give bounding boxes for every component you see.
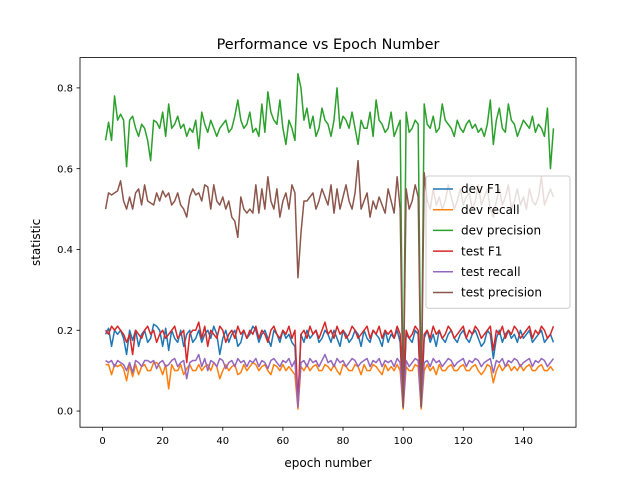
y-tick-label: 0.8 [57,83,73,94]
x-tick-label: 40 [216,436,229,447]
y-tick-label: 0.4 [57,245,73,256]
x-axis-label: epoch number [284,456,371,470]
y-tick-label: 0.0 [57,407,73,418]
chart-title: Performance vs Epoch Number [217,37,440,53]
x-tick-label: 0 [99,436,105,447]
legend-label: test precision [461,286,542,300]
y-tick-label: 0.2 [57,326,73,337]
legend-label: test F1 [461,244,502,258]
plot-frame [79,57,577,428]
legend-box [425,175,571,309]
x-tick-label: 140 [514,436,533,447]
x-tick-label: 80 [337,436,350,447]
legend: dev F1 dev recall dev precision test F1 test… [425,175,571,309]
y-axis-label: statistic [29,219,43,266]
x-axis: 0 20 40 60 80 100 120 140 [99,427,533,447]
series-line-1 [105,361,555,410]
x-tick-label: 100 [394,436,413,447]
x-tick-label: 20 [156,436,169,447]
series-line-0 [104,323,555,408]
legend-label: dev recall [461,203,520,217]
x-tick-label: 120 [454,436,473,447]
y-tick-label: 0.6 [57,164,73,175]
series-line-3 [104,321,555,404]
legend-label: dev F1 [461,182,501,196]
legend-label: test recall [461,265,521,279]
series-line-4 [105,353,555,408]
legend-label: dev precision [461,224,541,238]
series-line-2 [104,73,555,408]
x-tick-label: 60 [277,436,290,447]
y-axis: 0.0 0.2 0.4 0.6 0.8 [57,83,80,418]
